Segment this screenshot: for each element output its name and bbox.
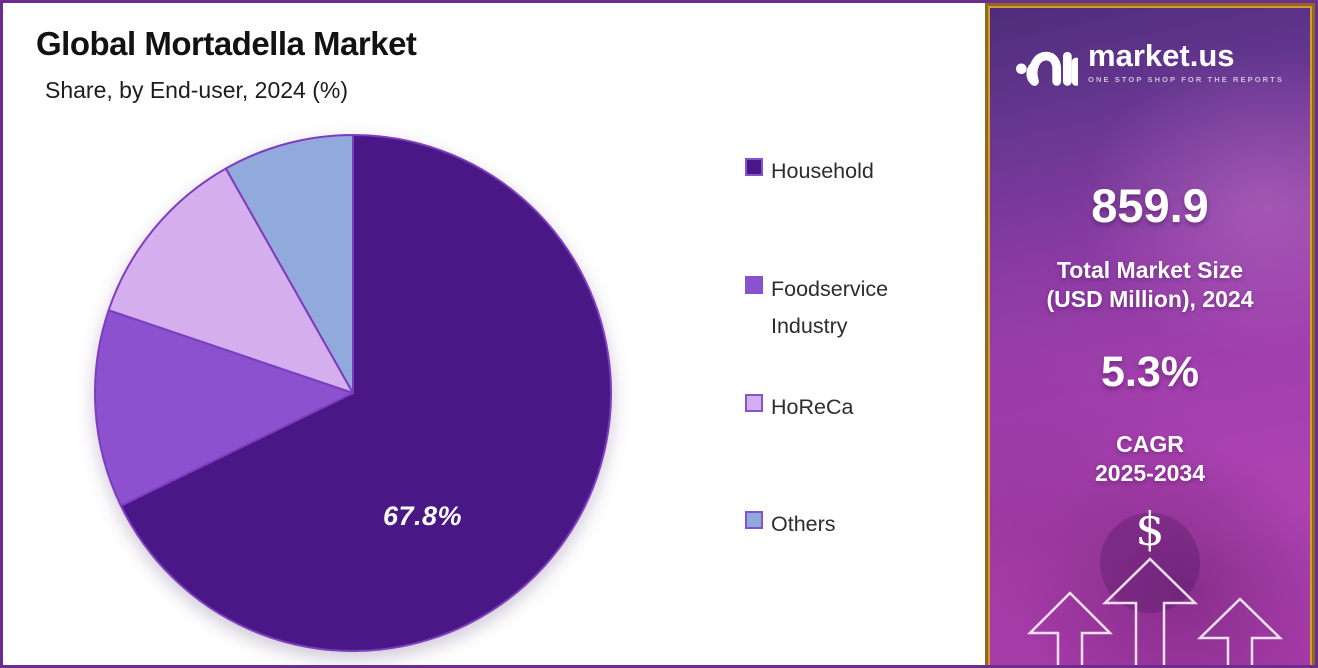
legend-swatch [745, 511, 763, 529]
chart-title: Global Mortadella Market [36, 25, 417, 62]
market-size-label: Total Market Size (USD Million), 2024 [988, 256, 1312, 315]
legend-item-household: Household [745, 153, 941, 190]
legend-swatch [745, 158, 763, 176]
chart-area: Global Mortadella Market Share, by End-u… [3, 3, 991, 665]
marketus-logo-icon [1016, 51, 1079, 86]
pie-slice-foodservice-industry [94, 309, 354, 507]
legend-swatch [745, 394, 763, 412]
growth-arrows-graphic: $ [1026, 502, 1284, 665]
dollar-circle-backdrop [1100, 513, 1200, 613]
pie-data-label: 67.8% [383, 501, 463, 531]
market-size-value: 859.9 [1091, 179, 1209, 232]
cagr-label: CAGR 2025-2034 [988, 430, 1312, 489]
sidebar: market.us ONE STOP SHOP FOR THE REPORTS … [985, 3, 1315, 665]
up-arrow-icon [1026, 591, 1114, 665]
legend-label: Others [771, 512, 836, 536]
legend-item-horeca: HoReCa [745, 389, 941, 426]
pie-slice-household [119, 134, 612, 652]
dollar-sign-icon: $ [1135, 502, 1164, 556]
legend-item-others: Others [745, 506, 941, 543]
brand-tagline: ONE STOP SHOP FOR THE REPORTS [1088, 75, 1284, 84]
legend-label: Foodservice Industry [771, 277, 889, 338]
brand-logo: market.us ONE STOP SHOP FOR THE REPORTS [988, 36, 1312, 88]
pie-slice-horeca [107, 167, 354, 394]
legend-label: Household [771, 159, 874, 183]
cagr-label-line1: CAGR [1116, 431, 1184, 457]
cagr-value: 5.3% [1100, 348, 1199, 396]
pie-chart [94, 134, 612, 652]
chart-subtitle: Share, by End-user, 2024 (%) [45, 77, 348, 103]
legend-item-foodservice-industry: Foodservice Industry [745, 271, 941, 345]
cagr-label-line2: 2025-2034 [1095, 460, 1205, 487]
market-size-label-line2: (USD Million), 2024 [1046, 286, 1254, 313]
legend-swatch [745, 276, 763, 294]
brand-name: market.us [1088, 38, 1235, 73]
pie-slice-others [224, 134, 354, 394]
up-arrow-icon [1101, 557, 1199, 665]
legend-label: HoReCa [771, 395, 854, 419]
up-arrow-icon [1196, 597, 1284, 665]
market-size-label-line1: Total Market Size [1056, 257, 1244, 283]
